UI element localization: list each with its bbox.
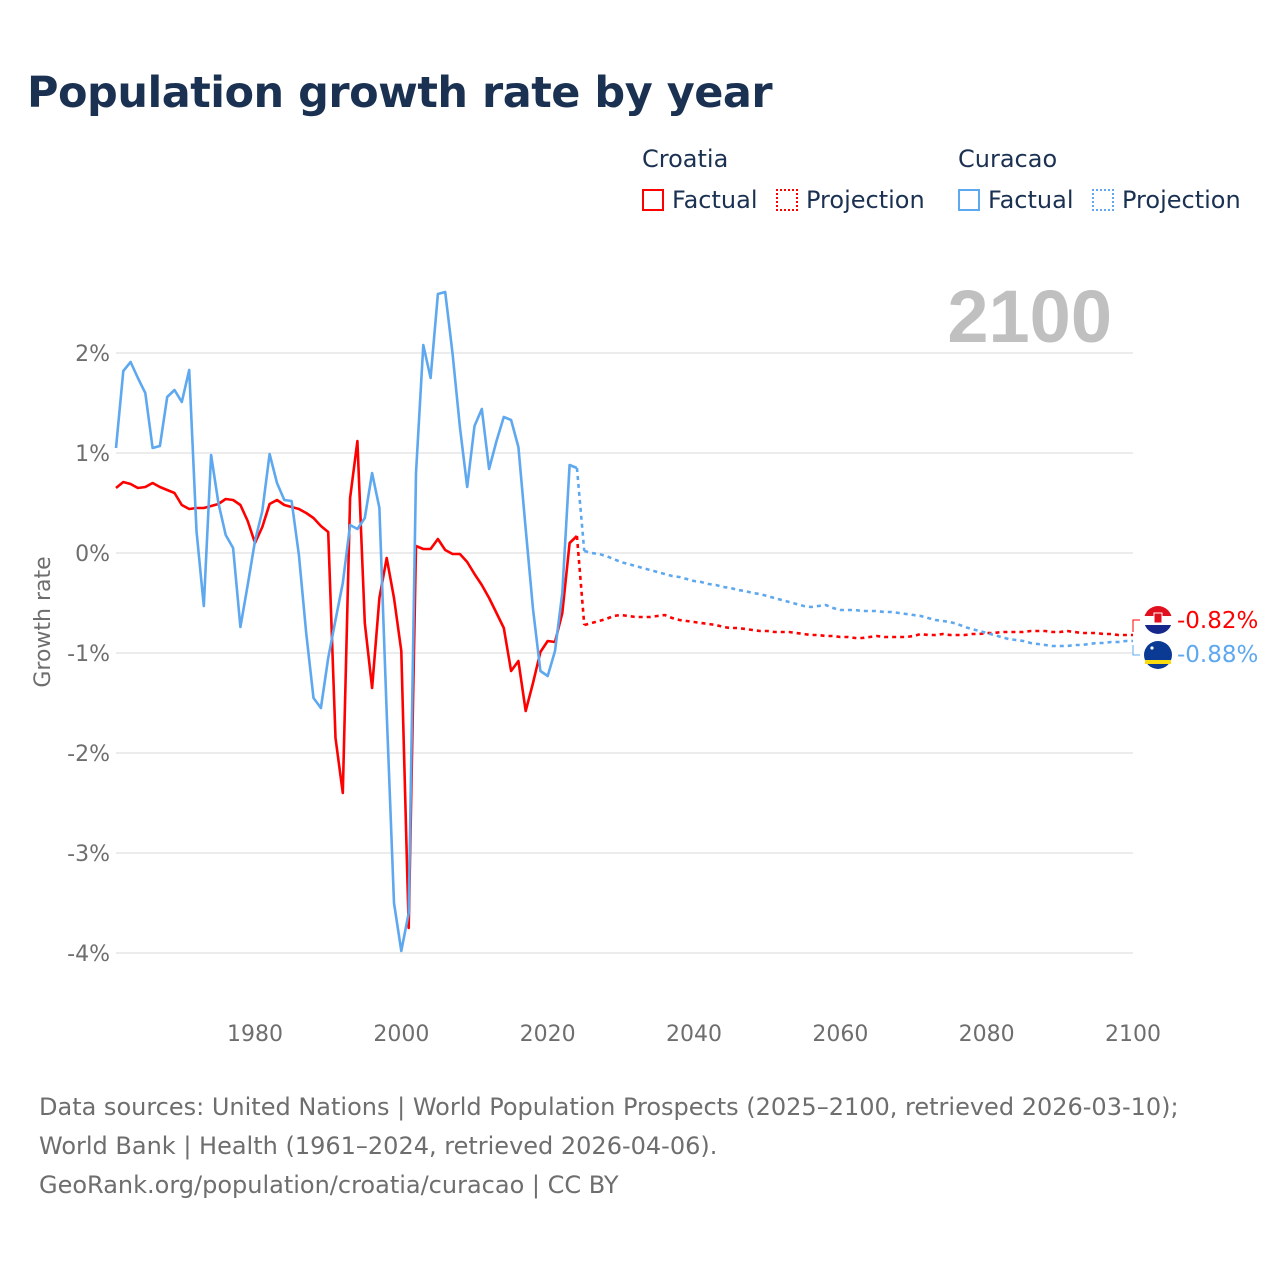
- legend-curacao-heading: Curacao: [958, 145, 1058, 173]
- series-line-curacao-projection: [583, 549, 1133, 648]
- legend-swatch-solid: [642, 189, 664, 211]
- year-overlay: 2100: [947, 275, 1112, 358]
- legend-curacao-factual[interactable]: Factual: [958, 186, 1074, 214]
- legend-label: Projection: [1122, 186, 1241, 214]
- series-connector: [575, 535, 586, 626]
- legend-label: Factual: [672, 186, 758, 214]
- y-tick-label: 1%: [75, 442, 110, 467]
- y-axis-label: Growth rate: [31, 556, 56, 687]
- curacao-flag-icon: [1144, 641, 1172, 669]
- label-connector: [1132, 645, 1140, 656]
- x-tick-label: 2100: [1105, 1022, 1161, 1047]
- series-line-croatia-projection: [583, 613, 1133, 640]
- y-tick-label: -2%: [67, 742, 110, 767]
- legend-croatia-heading: Croatia: [642, 145, 729, 173]
- series-line-croatia-factual: [115, 439, 578, 930]
- source-note: Data sources: United Nations | World Pop…: [39, 1088, 1239, 1205]
- flag-yellow-stripe: [1145, 660, 1171, 664]
- y-tick-label: -3%: [67, 842, 110, 867]
- source-line: Data sources: United Nations | World Pop…: [39, 1093, 1179, 1160]
- flag-star: [1150, 646, 1154, 650]
- x-tick-label: 2040: [666, 1022, 722, 1047]
- end-label-curacao: -0.88%: [1177, 642, 1258, 668]
- y-tick-label: -1%: [67, 642, 110, 667]
- x-tick-label: 2060: [812, 1022, 868, 1047]
- y-tick-label: 0%: [75, 542, 110, 567]
- legend-label: Factual: [988, 186, 1074, 214]
- flag-blue: [1144, 625, 1172, 634]
- legend-swatch-dotted: [776, 189, 798, 211]
- source-url[interactable]: GeoRank.org/population/croatia/curacao |…: [39, 1171, 619, 1199]
- flag-shield: [1153, 612, 1163, 624]
- y-tick-label: 2%: [75, 342, 110, 367]
- legend-curacao-projection[interactable]: Projection: [1092, 186, 1241, 214]
- croatia-flag-icon: [1144, 606, 1172, 634]
- end-label-croatia: -0.82%: [1177, 608, 1258, 634]
- label-connector: [1132, 619, 1140, 632]
- legend-swatch-dotted: [1092, 189, 1114, 211]
- flag-stripes: [1144, 606, 1172, 634]
- series-connector: [575, 467, 586, 552]
- x-tick-label: 2020: [520, 1022, 576, 1047]
- legend-croatia-projection[interactable]: Projection: [776, 186, 925, 214]
- x-tick-label: 2080: [959, 1022, 1015, 1047]
- x-tick-label: 2000: [373, 1022, 429, 1047]
- legend-swatch-solid: [958, 189, 980, 211]
- series-line-curacao-factual: [114, 290, 578, 953]
- y-tick-label: -4%: [67, 942, 110, 967]
- legend-label: Projection: [806, 186, 925, 214]
- flag-blue: [1144, 641, 1172, 669]
- legend-croatia-factual[interactable]: Factual: [642, 186, 758, 214]
- x-tick-label: 1980: [227, 1022, 283, 1047]
- chart-title: Population growth rate by year: [27, 68, 773, 118]
- flag-red: [1144, 606, 1172, 616]
